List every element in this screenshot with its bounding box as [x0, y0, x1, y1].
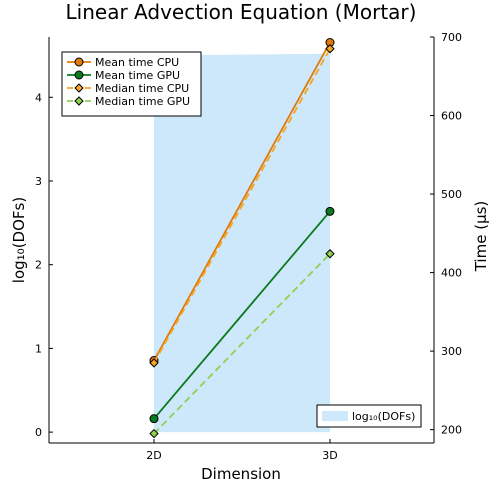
right-axis-ticks: 200 300 400 500 600 700: [430, 31, 462, 437]
series-line: [153, 210, 331, 420]
x-tick-label: 2D: [146, 449, 161, 462]
series-3: [149, 249, 335, 439]
left-tick-label: 2: [35, 259, 42, 272]
data-point: [149, 358, 159, 368]
legend-label: Mean time GPU: [95, 69, 180, 82]
left-tick-label: 3: [35, 175, 42, 188]
area-legend-box: [316, 404, 422, 428]
left-axis-ticks: 0 1 2 3 4: [35, 91, 53, 439]
data-point: [74, 70, 84, 80]
right-tick-label: 400: [441, 267, 462, 280]
chart-title: Linear Advection Equation (Mortar): [66, 0, 417, 24]
right-tick-label: 600: [441, 110, 462, 123]
series-1: [149, 206, 335, 424]
data-point: [149, 428, 159, 439]
area-legend-label: log₁₀(DOFs): [352, 410, 415, 423]
area-fill: [154, 53, 330, 433]
right-tick-label: 300: [441, 345, 462, 358]
series-2: [149, 44, 335, 368]
left-tick-label: 1: [35, 342, 42, 355]
y-axis-label-left: log₁₀(DOFs): [10, 197, 28, 283]
series-line: [153, 42, 331, 361]
data-point: [325, 206, 335, 216]
data-point: [74, 96, 84, 106]
data-point: [149, 414, 159, 424]
data-point: [74, 83, 84, 93]
area-legend-swatch: [322, 411, 348, 421]
x-axis-label: Dimension: [201, 465, 281, 483]
area-layer: [154, 53, 330, 433]
area-legend: log₁₀(DOFs): [316, 404, 422, 428]
data-point: [74, 57, 84, 67]
series-line: [153, 48, 331, 364]
series-layer: [149, 37, 335, 439]
legend-label: Median time CPU: [95, 82, 189, 95]
y-axis-label-right: Time (µs): [472, 201, 490, 273]
series-line: [153, 253, 331, 435]
right-tick-label: 700: [441, 31, 462, 44]
right-tick-label: 500: [441, 188, 462, 201]
right-tick-label: 200: [441, 424, 462, 437]
left-tick-label: 0: [35, 426, 42, 439]
x-axis-ticks: 2D 3D: [146, 439, 338, 462]
left-tick-label: 4: [35, 91, 42, 104]
legend-label: Mean time CPU: [95, 56, 179, 69]
legend-label: Median time GPU: [95, 95, 190, 108]
data-point: [325, 249, 335, 259]
data-point: [325, 44, 335, 54]
x-tick-label: 3D: [322, 449, 337, 462]
